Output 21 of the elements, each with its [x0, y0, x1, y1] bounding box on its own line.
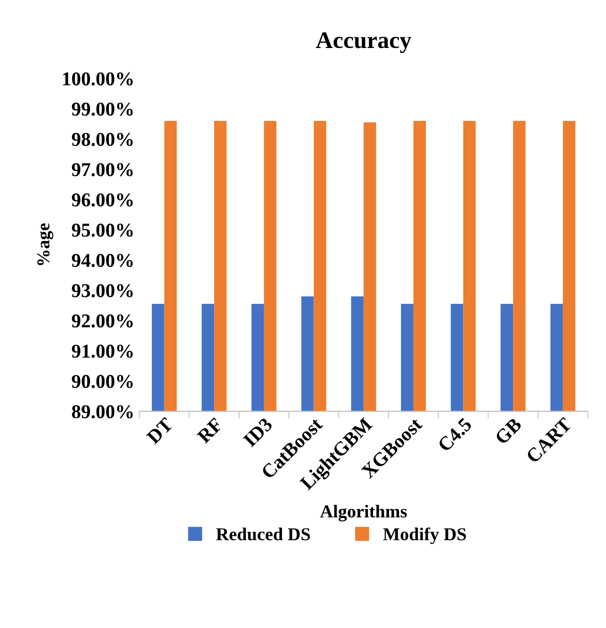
chart-title: Accuracy [316, 32, 412, 54]
y-axis-title: %age [37, 223, 54, 266]
y-tick-label: 90.00% [72, 374, 133, 388]
x-tick-label: C4.5 [437, 417, 472, 452]
legend-label: Modify DS [383, 527, 466, 544]
y-tick-label: 94.00% [72, 254, 133, 268]
x-tick-label: GB [494, 417, 522, 446]
y-tick-label: 93.00% [72, 284, 133, 298]
y-tick-label: 96.00% [72, 193, 133, 207]
y-tick-label: 100.00% [63, 72, 133, 86]
y-tick-label: 89.00% [72, 405, 133, 418]
y-tick-label: 97.00% [72, 163, 133, 176]
x-tick-label: DT [146, 416, 174, 445]
y-tick-label: 91.00% [72, 344, 133, 358]
x-tick-label: RF [196, 417, 224, 444]
y-tick-label: 95.00% [72, 224, 133, 237]
x-axis-title: Algorithms [320, 504, 407, 522]
y-tick-label: 99.00% [72, 102, 133, 116]
y-tick-label: 98.00% [72, 132, 133, 146]
legend-label: Reduced DS [216, 528, 310, 540]
y-tick-label: 92.00% [72, 314, 133, 328]
